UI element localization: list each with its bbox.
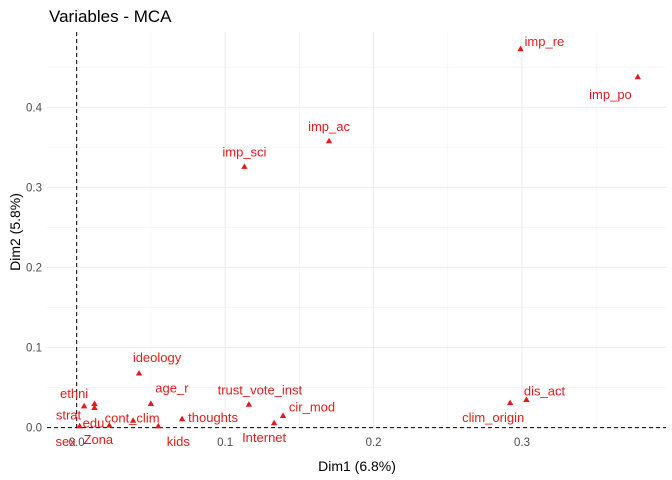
point-marker-cont-clim (129, 417, 137, 423)
point-marker-imp-po (634, 73, 641, 80)
point-marker-imp-sci (241, 163, 248, 169)
point-label-trust-vote-inst: trust_vote_inst (218, 382, 303, 397)
x-tick-label: 0.3 (514, 437, 530, 449)
point-label-kids: kids (167, 434, 191, 449)
point-marker-zona (106, 421, 113, 428)
point-marker-internet (270, 419, 278, 426)
point-marker-ethni (80, 402, 88, 409)
x-tick-label: 0.0 (69, 437, 85, 449)
point-label-ideology: ideology (133, 350, 182, 365)
point-marker-cir-mod (279, 412, 287, 418)
y-tick-label: 0.2 (26, 262, 42, 274)
point-marker-strat (91, 400, 98, 406)
data-points (76, 45, 641, 429)
point-marker-kids (155, 422, 162, 429)
y-tick-label: 0.3 (26, 182, 42, 194)
point-marker-thoughts (178, 415, 186, 422)
y-tick-label: 0.1 (26, 343, 42, 355)
point-label-imp-ac: imp_ac (308, 119, 350, 134)
point-label-strat: strat (56, 408, 82, 423)
point-label-edu: edu (83, 416, 105, 431)
point-marker-dis-act (523, 396, 530, 402)
x-axis-title: Dim1 (6.8%) (318, 458, 396, 474)
point-marker-trust-vote-inst (245, 401, 253, 407)
point-marker-clim-origin (506, 399, 514, 406)
point-label-internet: Internet (242, 430, 286, 445)
point-marker-age-r (147, 400, 155, 406)
point-label-age-r: age_r (155, 381, 189, 396)
point-label-dis-act: dis_act (524, 384, 566, 399)
y-tick-label: 0.0 (26, 423, 42, 435)
point-label-imp-po: imp_po (589, 87, 632, 102)
point-label-sex: sex (56, 434, 77, 449)
point-label-thoughts: thoughts (188, 410, 238, 425)
y-axis-title: Dim2 (5.8%) (7, 193, 23, 271)
point-labels: imp_re imp_po imp_ac imp_sci ideology ethni ag… (56, 34, 632, 449)
point-marker-ideology (135, 369, 143, 376)
chart-title: Variables - MCA (49, 7, 172, 26)
x-tick-label: 0.2 (366, 437, 382, 449)
point-marker-imp-re (517, 45, 524, 52)
x-tick-label: 0.1 (217, 437, 233, 449)
reference-lines (47, 32, 666, 430)
point-marker-imp-ac (325, 137, 333, 144)
point-marker-edu (91, 404, 98, 410)
point-label-ethni: ethni (60, 386, 88, 401)
point-label-imp-re: imp_re (525, 34, 565, 49)
point-label-cont-clim: cont_clim (105, 410, 160, 425)
axis-ticks: 0.0 0.1 0.2 0.3 0.0 0.1 0.2 0.3 0.4 (26, 102, 530, 449)
y-tick-label: 0.4 (26, 102, 43, 114)
point-label-clim-origin: clim_origin (462, 410, 524, 425)
point-label-imp-sci: imp_sci (222, 145, 266, 160)
point-marker-sex (76, 422, 83, 429)
point-label-zona: Zona (84, 432, 114, 447)
point-label-cir-mod: cir_mod (289, 400, 335, 415)
